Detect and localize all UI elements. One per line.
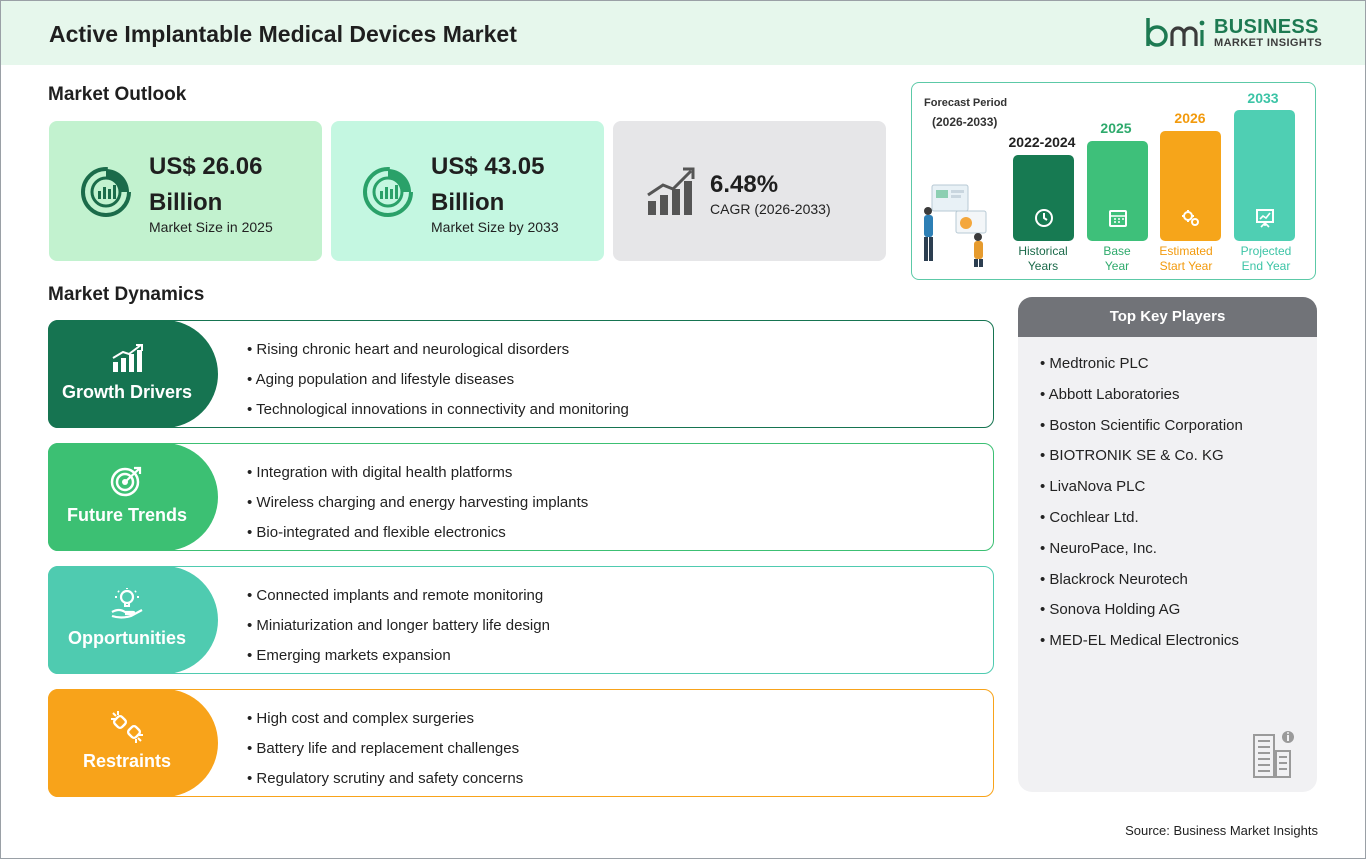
header-bar: Active Implantable Medical Devices Marke…	[1, 1, 1365, 65]
bar-caption-historical: Historical Years	[1003, 244, 1083, 274]
bar-caption-estimated-line1: Estimated	[1159, 244, 1213, 258]
list-item: Wireless charging and energy harvesting …	[247, 492, 588, 522]
presentation-icon	[1256, 209, 1274, 228]
bar-year-historical: 2022-2024	[1008, 134, 1076, 150]
analysts-illustration	[924, 184, 987, 267]
bar-caption-estimated-line2: Start Year	[1159, 259, 1213, 273]
growth-drivers-label: Growth Drivers	[61, 382, 193, 402]
cagr-value: 6.48%	[710, 171, 779, 198]
pie-chart-icon	[363, 167, 413, 217]
restraints-tab: Restraints	[48, 689, 218, 797]
section-title-outlook: Market Outlook	[48, 84, 187, 105]
building-icon	[1253, 731, 1294, 778]
bar-historical	[1013, 155, 1074, 241]
pie-chart-icon	[81, 167, 131, 217]
list-item: Miniaturization and longer battery life …	[247, 615, 550, 645]
list-item: MED-EL Medical Electronics	[1040, 630, 1243, 661]
growth-drivers-block: Growth Drivers Rising chronic heart and …	[48, 320, 994, 428]
market-size-2025-value: US$ 26.06 Billion	[149, 153, 263, 216]
page-title: Active Implantable Medical Devices Marke…	[49, 21, 517, 47]
list-item: Abbott Laboratories	[1040, 384, 1243, 415]
list-item: Aging population and lifestyle diseases	[247, 369, 629, 399]
list-item: Sonova Holding AG	[1040, 599, 1243, 630]
list-item: Bio-integrated and flexible electronics	[247, 522, 588, 552]
market-size-2025-label: Market Size in 2025	[149, 219, 273, 235]
growth-bars-icon	[112, 344, 143, 372]
bar-year-estimated: 2026	[1174, 110, 1206, 126]
bar-caption-projected-line2: End Year	[1241, 259, 1291, 273]
brand-logo: BUSINESS MARKET INSIGHTS	[1144, 14, 1324, 54]
bar-year-base: 2025	[1100, 120, 1132, 136]
bar-projected	[1234, 110, 1295, 241]
list-item: Integration with digital health platform…	[247, 462, 588, 492]
future-trends-block: Future Trends Integration with digital h…	[48, 443, 994, 551]
bar-estimated	[1160, 131, 1221, 241]
cagr-card: 6.48% CAGR (2026-2033)	[613, 121, 886, 261]
future-trends-label: Future Trends	[66, 505, 187, 525]
opportunities-list: Connected implants and remote monitoring…	[247, 585, 550, 675]
restraints-list: High cost and complex surgeries Battery …	[247, 708, 523, 798]
growth-drivers-list: Rising chronic heart and neurological di…	[247, 339, 629, 429]
key-players-list: Medtronic PLC Abbott Laboratories Boston…	[1040, 353, 1243, 661]
list-item: Rising chronic heart and neurological di…	[247, 339, 629, 369]
forecast-subtitle: (2026-2033)	[932, 115, 998, 129]
history-icon	[1035, 209, 1053, 227]
broken-link-icon	[111, 711, 143, 743]
list-item: BIOTRONIK SE & Co. KG	[1040, 445, 1243, 476]
key-players-panel: Top Key Players Medtronic PLC Abbott Lab…	[1018, 297, 1317, 792]
bar-caption-projected: Projected End Year	[1226, 244, 1306, 274]
list-item: Medtronic PLC	[1040, 353, 1243, 384]
list-item: NeuroPace, Inc.	[1040, 538, 1243, 569]
forecast-title: Forecast Period	[924, 97, 1008, 109]
list-item: Emerging markets expansion	[247, 645, 550, 675]
restraints-block: Restraints High cost and complex surgeri…	[48, 689, 994, 797]
gears-icon	[1182, 210, 1199, 226]
forecast-period-panel: Forecast Period (2026-2033) 2022-2024 Hi…	[911, 82, 1316, 280]
bar-caption-base: Base Year	[1077, 244, 1157, 274]
bar-caption-historical-line1: Historical	[1018, 244, 1068, 258]
market-size-2033-value: US$ 43.05 Billion	[431, 153, 545, 216]
market-size-2033-label: Market Size by 2033	[431, 219, 559, 235]
future-trends-list: Integration with digital health platform…	[247, 462, 588, 552]
opportunities-tab: Opportunities	[48, 566, 218, 674]
market-size-2025-card: US$ 26.06 Billion Market Size in 2025	[49, 121, 322, 261]
opportunities-label: Opportunities	[68, 628, 186, 648]
bar-caption-historical-line2: Years	[1027, 259, 1059, 273]
bar-caption-projected-line1: Projected	[1240, 244, 1292, 258]
bar-base	[1087, 141, 1148, 241]
source-note: Source: Business Market Insights	[1125, 823, 1318, 838]
list-item: High cost and complex surgeries	[247, 708, 523, 738]
future-trends-tab: Future Trends	[48, 443, 218, 551]
list-item: Battery life and replacement challenges	[247, 738, 523, 768]
list-item: Connected implants and remote monitoring	[247, 585, 550, 615]
bar-caption-base-line1: Base	[1103, 244, 1131, 258]
list-item: Boston Scientific Corporation	[1040, 415, 1242, 446]
growth-chart-icon	[647, 167, 695, 215]
target-icon	[110, 466, 142, 497]
bar-caption-base-line2: Year	[1104, 259, 1130, 273]
list-item: LivaNova PLC	[1040, 476, 1243, 507]
cagr-label: CAGR (2026-2033)	[710, 201, 831, 217]
list-item: Cochlear Ltd.	[1040, 507, 1243, 538]
calendar-icon	[1109, 210, 1127, 227]
growth-drivers-tab: Growth Drivers	[48, 320, 218, 428]
key-players-title: Top Key Players	[1018, 297, 1317, 337]
logo-text-business: BUSINESS	[1214, 16, 1319, 38]
section-title-dynamics: Market Dynamics	[48, 284, 205, 305]
list-item: Blackrock Neurotech	[1040, 569, 1243, 600]
lightbulb-hand-icon	[111, 588, 143, 619]
bar-caption-estimated: Estimated Start Year	[1146, 244, 1226, 274]
logo-text-market-insights: MARKET INSIGHTS	[1214, 37, 1323, 49]
restraints-label: Restraints	[82, 751, 172, 771]
bar-year-projected: 2033	[1247, 90, 1279, 106]
list-item: Regulatory scrutiny and safety concerns	[247, 768, 523, 798]
opportunities-block: Opportunities Connected implants and rem…	[48, 566, 994, 674]
list-item: Technological innovations in connectivit…	[247, 399, 629, 429]
bmi-logo-icon	[1146, 18, 1205, 47]
market-size-2033-card: US$ 43.05 Billion Market Size by 2033	[331, 121, 604, 261]
